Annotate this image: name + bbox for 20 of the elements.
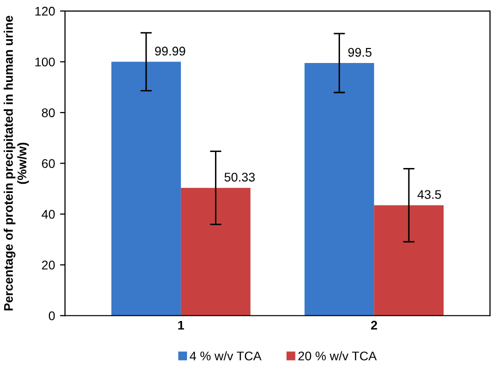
data-label: 43.5 — [417, 190, 442, 199]
data-label: 50.33 — [224, 172, 255, 182]
y-tick-label: 40 — [42, 210, 55, 219]
y-tick-label: 100 — [35, 58, 55, 66]
data-label: 99.5 — [348, 48, 372, 57]
y-tick-label: 0 — [48, 311, 55, 320]
y-tick-label: 80 — [42, 108, 55, 118]
bar — [304, 63, 374, 316]
x-tick-label: 1 — [178, 320, 184, 330]
bar — [180, 188, 250, 316]
y-axis-title: Percentage of protein precipitated in human urine (%w/w) — [4, 16, 29, 310]
bar — [374, 205, 444, 316]
data-label: 99.99 — [155, 46, 186, 56]
y-tick-label: 20 — [42, 260, 55, 270]
legend-label: 20 % w/v TCA — [298, 351, 377, 360]
y-tick-label: 120 — [35, 6, 55, 16]
x-tick-label: 2 — [371, 320, 378, 330]
y-tick-label: 60 — [42, 159, 55, 168]
legend-label: 4 % w/v TCA — [190, 351, 262, 360]
bar — [111, 62, 181, 316]
